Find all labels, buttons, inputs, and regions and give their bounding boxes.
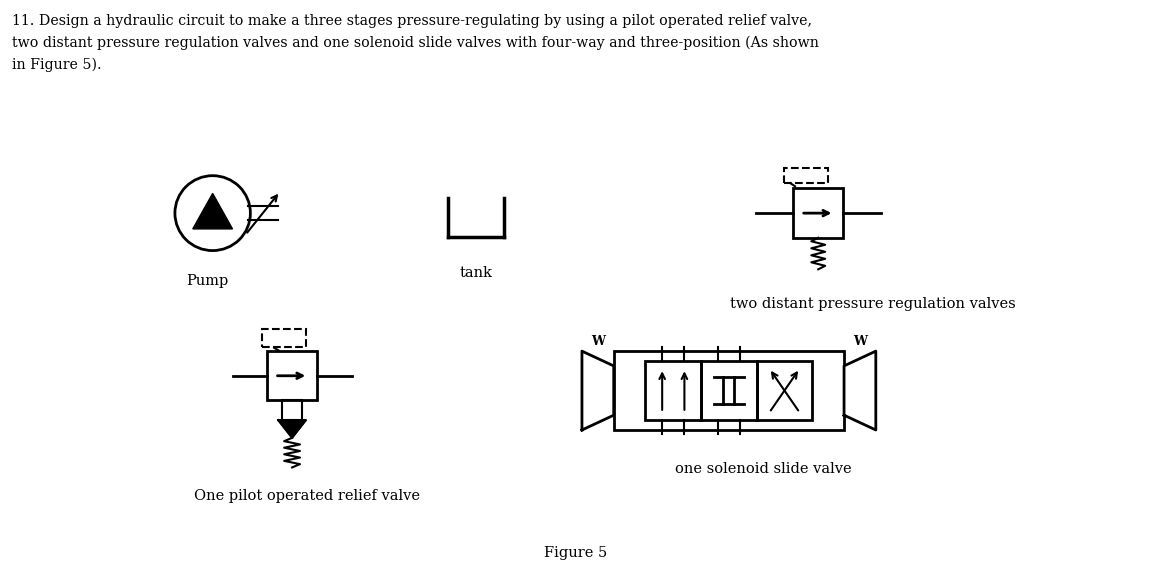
Text: tank: tank xyxy=(460,267,492,281)
Bar xyxy=(702,361,757,420)
Bar xyxy=(645,361,702,420)
Text: 11. Design a hydraulic circuit to make a three stages pressure-regulating by usi: 11. Design a hydraulic circuit to make a… xyxy=(13,14,812,28)
Text: in Figure 5).: in Figure 5). xyxy=(13,58,101,72)
Text: Figure 5: Figure 5 xyxy=(545,546,607,560)
Polygon shape xyxy=(278,420,306,438)
Bar xyxy=(794,189,843,238)
Text: two distant pressure regulation valves and one solenoid slide valves with four-w: two distant pressure regulation valves a… xyxy=(13,36,819,50)
Bar xyxy=(267,351,317,400)
Bar xyxy=(757,361,812,420)
Text: W: W xyxy=(852,335,867,348)
Polygon shape xyxy=(192,193,233,229)
Bar xyxy=(614,351,844,430)
Text: W: W xyxy=(591,335,605,348)
Text: two distant pressure regulation valves: two distant pressure regulation valves xyxy=(730,297,1016,311)
Text: One pilot operated relief valve: One pilot operated relief valve xyxy=(194,489,420,503)
Polygon shape xyxy=(844,351,876,430)
Text: Pump: Pump xyxy=(187,274,229,288)
Polygon shape xyxy=(582,351,614,430)
Bar xyxy=(282,400,302,420)
Text: one solenoid slide valve: one solenoid slide valve xyxy=(675,462,852,475)
